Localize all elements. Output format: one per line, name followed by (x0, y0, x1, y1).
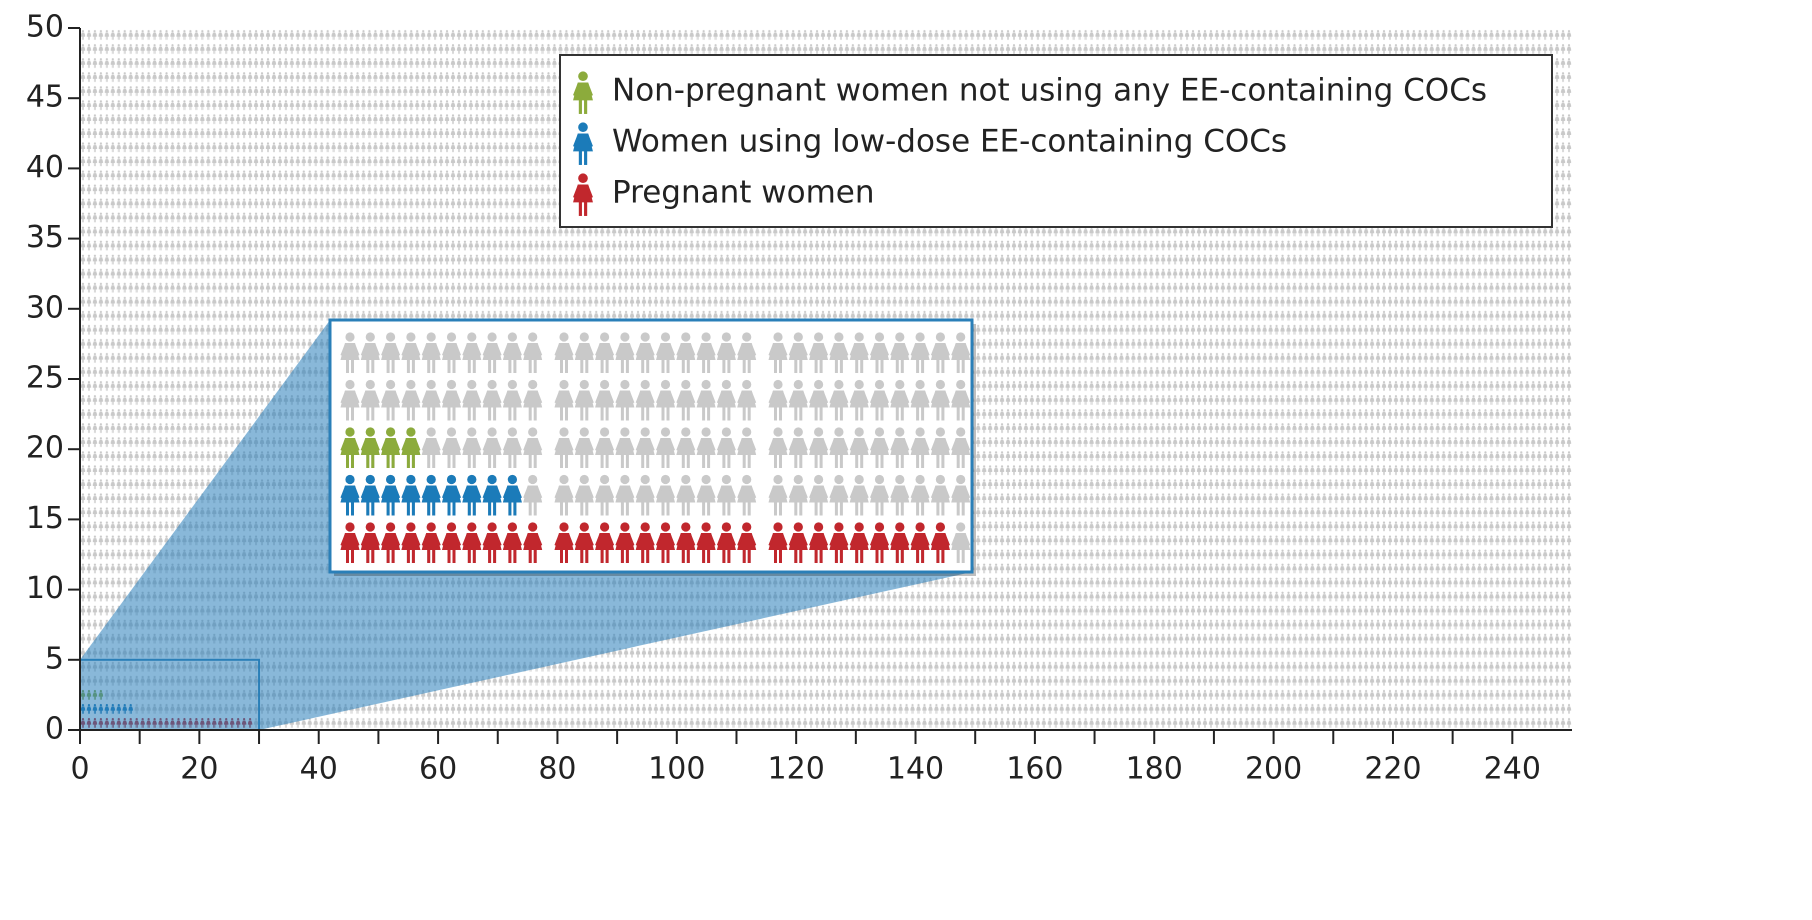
y-tick-label: 5 (45, 641, 64, 676)
legend-label: Non-pregnant women not using any EE-cont… (612, 73, 1487, 109)
x-tick-label: 100 (648, 752, 705, 787)
y-tick-label: 40 (26, 150, 64, 185)
x-tick-label: 60 (419, 752, 457, 787)
x-tick-label: 140 (887, 752, 944, 787)
y-tick-label: 25 (26, 361, 64, 396)
y-tick-label: 30 (26, 290, 64, 325)
x-tick-label: 80 (538, 752, 576, 787)
x-tick-label: 220 (1364, 752, 1421, 787)
x-tick-label: 240 (1484, 752, 1541, 787)
y-tick-label: 0 (45, 712, 64, 747)
y-tick-label: 10 (26, 571, 64, 606)
x-tick-label: 40 (300, 752, 338, 787)
legend-label: Women using low-dose EE-containing COCs (612, 124, 1287, 160)
x-tick-label: 20 (180, 752, 218, 787)
legend-label: Pregnant women (612, 175, 875, 211)
x-tick-label: 180 (1126, 752, 1183, 787)
x-tick-label: 0 (70, 752, 89, 787)
x-tick-label: 120 (768, 752, 825, 787)
y-tick-label: 50 (26, 10, 64, 45)
y-tick-label: 35 (26, 220, 64, 255)
x-tick-label: 160 (1006, 752, 1063, 787)
y-tick-label: 15 (26, 501, 64, 536)
y-tick-label: 20 (26, 431, 64, 466)
x-tick-label: 200 (1245, 752, 1302, 787)
zoom-projection (80, 320, 972, 730)
y-tick-label: 45 (26, 80, 64, 115)
legend (559, 54, 1553, 228)
